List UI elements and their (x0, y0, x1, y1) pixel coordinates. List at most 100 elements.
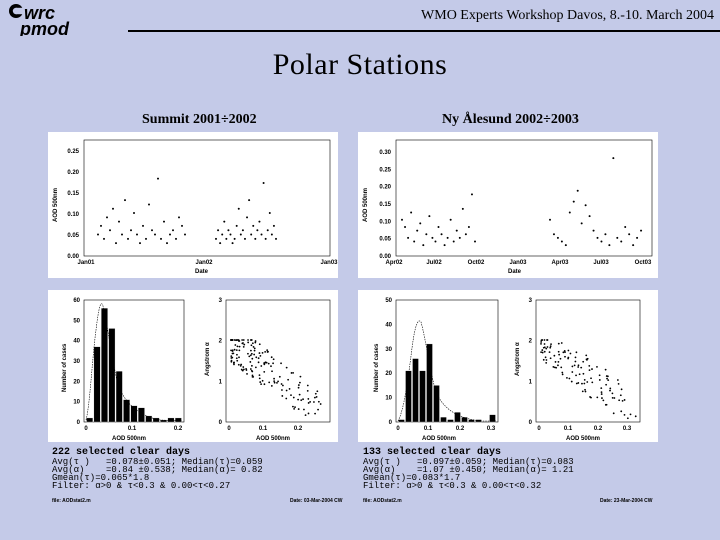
ny-ang-point (605, 383, 608, 386)
ny-ts-ytick: 0.25 (379, 167, 391, 173)
summit-ts-point (148, 203, 150, 206)
summit-ts-point (103, 237, 105, 240)
summit-ang-point (306, 390, 309, 392)
summit-ang-points (230, 339, 322, 416)
ny-ts-ytick: 0.10 (379, 219, 391, 225)
ny-ang-point (582, 360, 585, 363)
ny-ang-point (567, 349, 570, 352)
summit-stats: 222 selected clear days Avg(τ ) =0.078±0… (52, 447, 263, 491)
ny-ang-point (581, 390, 584, 393)
ny-ang-points (540, 339, 637, 420)
summit-ang-point (268, 381, 271, 384)
ny-ang-point (544, 356, 547, 359)
ny-stats-head: 133 selected clear days (363, 447, 502, 458)
summit-hist-bar (138, 407, 145, 423)
ny-ang-point (620, 410, 623, 413)
summit-hist-xtick: 0.1 (128, 426, 137, 432)
ny-ts-point (552, 233, 555, 236)
summit-ang-point (250, 344, 253, 347)
summit-ts-ytick: 0.15 (67, 191, 79, 197)
ny-ang-point (540, 343, 542, 345)
ny-ts-point (434, 240, 437, 243)
summit-ts-ytick: 0.10 (67, 212, 79, 218)
ny-ang-point (549, 345, 552, 348)
ny-ts-point (600, 240, 603, 243)
ny-ang-point (558, 353, 561, 356)
summit-ts-point (130, 229, 132, 232)
summit-ts-point (142, 224, 144, 227)
summit-title: Summit 2001÷2002 (142, 112, 257, 127)
ny-ts-axes (395, 139, 653, 257)
summit-ang-point (258, 343, 261, 346)
ny-ang-point (584, 390, 587, 393)
summit-ang-point (236, 345, 239, 348)
ny-ang-point (581, 382, 583, 385)
summit-ang-point (253, 353, 256, 356)
ny-hist-bar (426, 343, 433, 423)
ny-ts-point (596, 236, 599, 239)
summit-ang-point (307, 402, 310, 404)
summit-ts-point (256, 229, 259, 232)
summit-ts-point (225, 237, 228, 240)
ny-ts-point (446, 236, 449, 239)
ny-hist-xtick: 0.2 (456, 426, 465, 432)
ny-ang-point (560, 342, 563, 344)
ny-ts-ytick: 0.05 (379, 237, 391, 243)
summit-ts-point (254, 237, 257, 240)
ny-ang-point (609, 389, 611, 392)
ny-ang-ytick: 0 (529, 420, 533, 426)
summit-ts-figure (48, 132, 338, 278)
summit-ts-point (215, 237, 217, 240)
summit-stats-line: Gmean(τ)=0.065*1.8 (52, 473, 150, 483)
ny-ts-point (640, 229, 643, 232)
ny-ts-point (604, 233, 607, 236)
ny-hist-ytick: 20 (385, 371, 392, 377)
header-rule (128, 30, 720, 32)
summit-ang-point (243, 343, 246, 346)
summit-hist-xtick: 0 (84, 426, 88, 432)
ny-ts-point (470, 193, 473, 196)
workshop-caption: WMO Experts Workshop Davos, 8.-10. March… (421, 8, 714, 23)
summit-ang-point (238, 356, 240, 359)
ny-ang-point (553, 366, 556, 369)
summit-ts-point (221, 233, 224, 236)
summit-ang-point (247, 339, 249, 341)
summit-hist-bar (130, 405, 138, 423)
ny-ang-point (598, 374, 601, 377)
summit-ang-point (270, 356, 273, 359)
ny-ang-point (569, 352, 572, 355)
summit-ang-point (253, 347, 256, 350)
ny-hist-bar (398, 419, 405, 423)
summit-hist-bar (108, 328, 116, 423)
ny-ts-ylabel: AOD 500nm (363, 188, 369, 222)
ny-ang-point (557, 350, 560, 353)
ny-ang-point (621, 399, 624, 402)
ny-ang-point (596, 396, 599, 399)
summit-ang-point (238, 345, 241, 348)
summit-ang-ytick: 0 (219, 420, 223, 426)
ny-ang-point (582, 372, 585, 375)
summit-footer-date: Date: 03-Mar-2004 CW (290, 498, 343, 504)
ny-fit-curve (397, 320, 496, 422)
ny-ts-point (467, 226, 470, 228)
summit-ang-point (263, 371, 266, 373)
summit-hist-ytick: 40 (73, 339, 80, 345)
ny-ang-point (623, 399, 626, 401)
summit-ts-point (166, 242, 168, 245)
summit-ang-point (231, 349, 234, 352)
summit-ts-point (260, 233, 263, 236)
summit-ts-point (175, 237, 177, 240)
summit-hist-bar (115, 371, 123, 423)
summit-ang-point (235, 357, 238, 360)
summit-ang-point (247, 341, 250, 344)
summit-ts-point (127, 237, 129, 240)
ny-ts-point (443, 244, 446, 247)
summit-ts-point (262, 181, 265, 184)
ny-ang-point (559, 357, 562, 360)
summit-ang-point (302, 398, 304, 401)
summit-ts-point (136, 233, 138, 236)
summit-ts-point (272, 224, 275, 227)
ny-bottom-figure (358, 290, 658, 442)
summit-ang-point (250, 364, 253, 367)
summit-ang-point (276, 381, 278, 384)
